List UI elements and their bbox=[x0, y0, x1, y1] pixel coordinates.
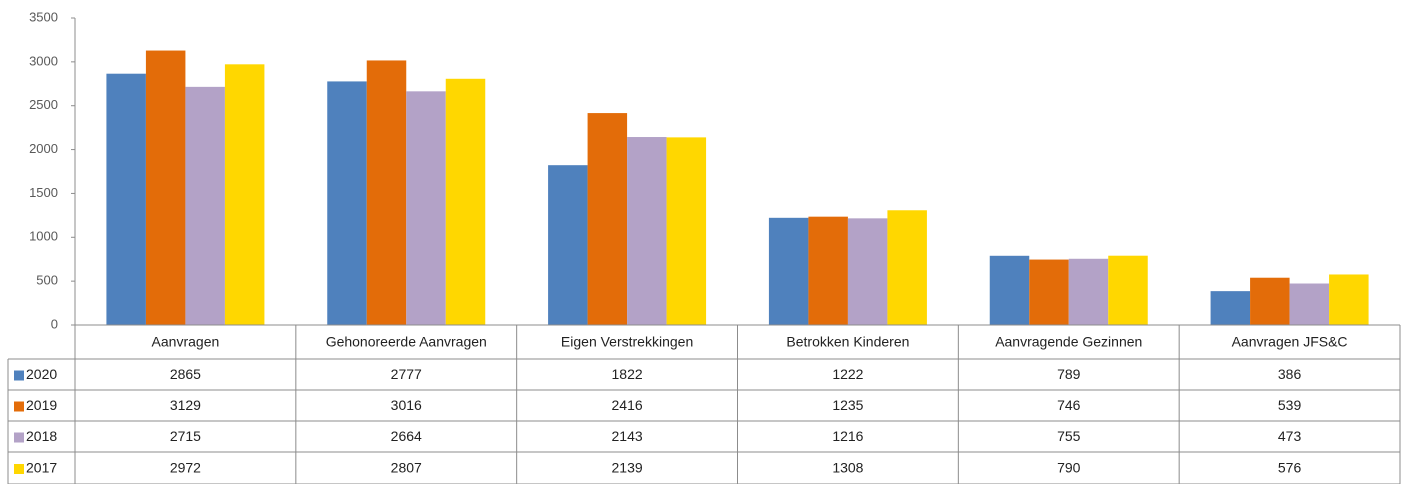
bar bbox=[327, 81, 367, 326]
bar bbox=[1250, 277, 1290, 325]
table-cell: 789 bbox=[1057, 366, 1081, 382]
x-tick-label: Aanvragen bbox=[152, 334, 220, 350]
table-cell: 1216 bbox=[832, 428, 863, 444]
bar bbox=[548, 165, 588, 325]
bar bbox=[185, 86, 225, 325]
y-tick-label: 0 bbox=[51, 316, 58, 331]
bar bbox=[366, 60, 407, 326]
table-cell: 2807 bbox=[391, 460, 422, 476]
x-tick-label: Betrokken Kinderen bbox=[786, 334, 909, 350]
bar bbox=[989, 255, 1030, 325]
x-tick-label: Aanvragende Gezinnen bbox=[995, 334, 1142, 350]
legend-label: 2018 bbox=[26, 428, 57, 444]
bar bbox=[587, 113, 628, 326]
x-tick-label: Gehonoreerde Aanvragen bbox=[326, 334, 487, 350]
legend-label: 2020 bbox=[26, 366, 57, 382]
y-tick-label: 2000 bbox=[29, 141, 58, 156]
legend-label: 2019 bbox=[26, 397, 57, 413]
legend-label: 2017 bbox=[26, 460, 57, 476]
bar bbox=[106, 73, 146, 325]
bar bbox=[406, 91, 446, 326]
legend-swatch bbox=[14, 370, 24, 381]
y-tick-label: 500 bbox=[36, 273, 58, 288]
bar bbox=[847, 218, 888, 325]
bar bbox=[666, 137, 707, 325]
bar bbox=[1210, 291, 1251, 325]
table-cell: 2664 bbox=[391, 428, 422, 444]
x-tick-label: Aanvragen JFS&C bbox=[1232, 334, 1348, 350]
bar bbox=[1289, 283, 1330, 325]
y-tick-label: 1500 bbox=[29, 185, 58, 200]
table-cell: 2416 bbox=[612, 397, 643, 413]
bar bbox=[768, 217, 809, 325]
legend-swatch bbox=[14, 401, 24, 412]
table-cell: 2715 bbox=[170, 428, 201, 444]
table-cell: 576 bbox=[1278, 460, 1302, 476]
table-cell: 2972 bbox=[170, 460, 201, 476]
x-tick-label: Eigen Verstrekkingen bbox=[561, 334, 693, 350]
table-cell: 1235 bbox=[832, 397, 863, 413]
bar bbox=[445, 78, 486, 325]
table-cell: 2865 bbox=[170, 366, 201, 382]
bar bbox=[887, 210, 927, 325]
table-cell: 3016 bbox=[391, 397, 422, 413]
bar bbox=[145, 50, 186, 326]
bar bbox=[1329, 274, 1369, 325]
legend-swatch bbox=[14, 432, 24, 443]
y-tick-label: 3500 bbox=[29, 9, 58, 24]
bar bbox=[224, 64, 265, 325]
y-tick-label: 3000 bbox=[29, 53, 58, 68]
table-cell: 1222 bbox=[832, 366, 863, 382]
legend-swatch bbox=[14, 464, 24, 474]
table-cell: 1822 bbox=[612, 366, 643, 382]
table-cell: 2143 bbox=[612, 428, 643, 444]
bar bbox=[808, 216, 848, 325]
table-cell: 386 bbox=[1278, 366, 1302, 382]
table-cell: 473 bbox=[1278, 428, 1302, 444]
y-tick-label: 1000 bbox=[29, 229, 58, 244]
table-cell: 2777 bbox=[391, 366, 422, 382]
bar bbox=[1029, 259, 1069, 325]
table-cell: 746 bbox=[1057, 397, 1081, 413]
table-cell: 2139 bbox=[612, 460, 643, 476]
table-cell: 1308 bbox=[832, 460, 863, 476]
bar bbox=[627, 137, 667, 325]
table-cell: 755 bbox=[1057, 428, 1081, 444]
bar bbox=[1108, 255, 1148, 325]
y-tick-label: 2500 bbox=[29, 97, 58, 112]
bar bbox=[1068, 258, 1109, 325]
table-cell: 539 bbox=[1278, 397, 1302, 413]
table-cell: 790 bbox=[1057, 460, 1081, 476]
table-cell: 3129 bbox=[170, 397, 201, 413]
